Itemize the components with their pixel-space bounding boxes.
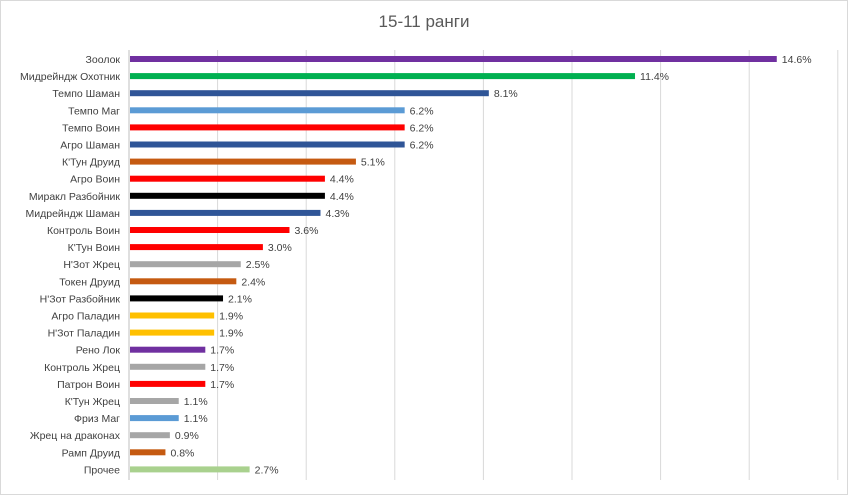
data-label: 6.2% <box>410 140 434 152</box>
category-label: Н'Зот Разбойник <box>40 293 121 305</box>
bar <box>130 73 636 80</box>
data-label: 3.6% <box>294 225 318 237</box>
data-label: 1.1% <box>184 396 208 408</box>
bar <box>130 209 321 216</box>
data-label: 2.1% <box>228 293 252 305</box>
category-label: Фриз Маг <box>74 413 120 425</box>
data-label: 1.9% <box>219 311 243 323</box>
bar <box>130 329 215 336</box>
data-label: 2.5% <box>246 259 270 271</box>
data-label: 0.8% <box>170 447 194 459</box>
bar <box>130 312 215 319</box>
category-label: Жрец на драконах <box>30 430 121 442</box>
data-label: 4.4% <box>330 174 354 186</box>
category-label: Темпо Воин <box>62 122 120 134</box>
data-label: 6.2% <box>410 105 434 117</box>
bar <box>130 261 241 268</box>
category-label: Мидрейндж Шаман <box>26 208 121 220</box>
category-label: Рамп Друид <box>62 447 120 459</box>
data-label: 6.2% <box>410 122 434 134</box>
category-label: Патрон Воин <box>57 379 120 391</box>
data-label: 1.9% <box>219 328 243 340</box>
data-label: 1.7% <box>210 345 234 357</box>
data-label: 8.1% <box>494 88 518 100</box>
category-label: Н'Зот Паладин <box>48 328 121 340</box>
category-label: Агро Паладин <box>51 311 120 323</box>
bar <box>130 415 179 422</box>
bar <box>130 107 405 114</box>
category-label: Зоолок <box>86 54 121 66</box>
category-label: Рено Лок <box>76 345 121 357</box>
category-label: Прочее <box>84 464 120 476</box>
category-label: Контроль Жрец <box>44 362 120 374</box>
category-label: К'Тун Воин <box>68 242 121 254</box>
category-label: Токен Друид <box>59 276 120 288</box>
category-label: Мидрейндж Охотник <box>20 71 120 83</box>
category-label: Темпо Шаман <box>52 88 120 100</box>
category-label: Агро Воин <box>70 174 120 186</box>
category-label: Н'Зот Жрец <box>63 259 120 271</box>
data-label: 2.4% <box>241 276 265 288</box>
bar <box>130 466 250 473</box>
data-label: 14.6% <box>782 54 812 66</box>
data-label: 1.1% <box>184 413 208 425</box>
data-label: 11.4% <box>640 71 669 83</box>
category-label: Контроль Воин <box>47 225 120 237</box>
data-label: 0.9% <box>175 430 199 442</box>
data-label: 4.4% <box>330 191 354 203</box>
bar <box>130 124 405 131</box>
bar <box>130 380 206 387</box>
data-label: 1.7% <box>210 379 234 391</box>
bar <box>130 449 166 456</box>
bar <box>130 432 170 439</box>
chart-title: 15-11 ранги <box>378 12 470 31</box>
category-label: К'Тун Жрец <box>65 396 120 408</box>
category-label: Агро Шаман <box>60 140 120 152</box>
bar <box>130 244 263 251</box>
bar <box>130 278 237 285</box>
bar <box>130 227 290 233</box>
data-label: 5.1% <box>361 157 385 169</box>
data-label: 2.7% <box>255 464 279 476</box>
bar <box>130 158 356 165</box>
bar <box>130 295 224 302</box>
bar <box>130 363 206 370</box>
category-label: Миракл Разбойник <box>29 191 121 203</box>
data-label: 4.3% <box>325 208 349 220</box>
bar <box>130 175 325 182</box>
category-label: Темпо Маг <box>68 105 120 117</box>
category-label: К'Тун Друид <box>62 157 120 169</box>
bar <box>130 398 179 404</box>
bar <box>130 141 405 148</box>
bar <box>130 56 777 62</box>
bar <box>130 192 325 199</box>
data-label: 3.0% <box>268 242 292 254</box>
bar <box>130 346 206 353</box>
data-label: 1.7% <box>210 362 234 374</box>
bar <box>130 90 489 97</box>
